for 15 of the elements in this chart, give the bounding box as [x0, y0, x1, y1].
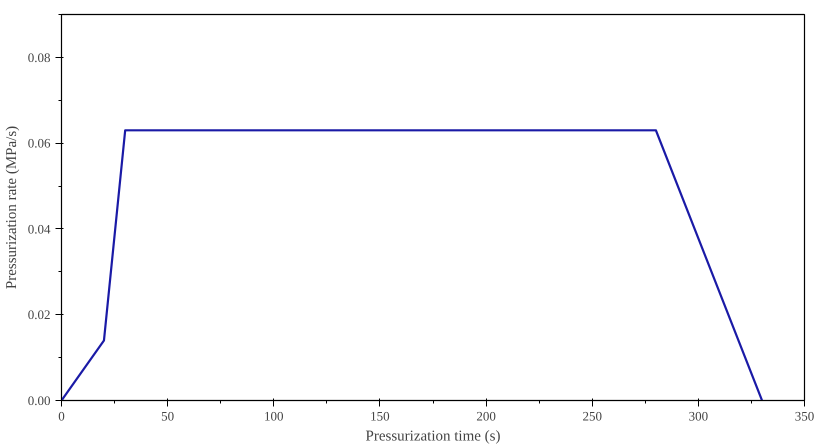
x-tick-label: 0	[58, 408, 65, 424]
y-tick-label: 0.06	[28, 136, 51, 151]
x-axis-title: Pressurization time (s)	[366, 428, 500, 444]
x-tick-label: 50	[161, 408, 174, 424]
y-tick-label: 0.04	[28, 221, 51, 236]
x-tick-label: 250	[582, 408, 602, 424]
y-axis-title: Pressurization rate (MPa/s)	[4, 126, 20, 290]
x-tick-label: 150	[370, 408, 390, 424]
x-tick-label: 100	[264, 408, 284, 424]
y-tick-label: 0.02	[28, 307, 50, 322]
x-tick-label: 300	[688, 408, 708, 424]
x-tick-label: 200	[476, 408, 496, 424]
y-tick-label: 0.00	[28, 393, 50, 408]
y-tick-label: 0.08	[28, 50, 50, 65]
x-tick-label: 350	[794, 408, 814, 424]
